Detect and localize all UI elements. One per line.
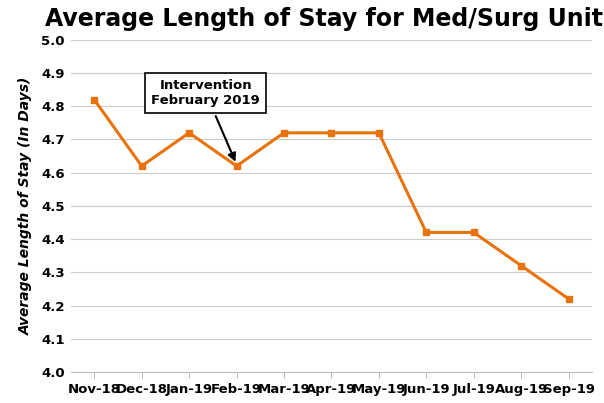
Title: Average Length of Stay for Med/Surg Units: Average Length of Stay for Med/Surg Unit… bbox=[45, 7, 604, 31]
Text: Intervention
February 2019: Intervention February 2019 bbox=[152, 79, 260, 160]
Y-axis label: Average Length of Stay (In Days): Average Length of Stay (In Days) bbox=[19, 77, 33, 335]
